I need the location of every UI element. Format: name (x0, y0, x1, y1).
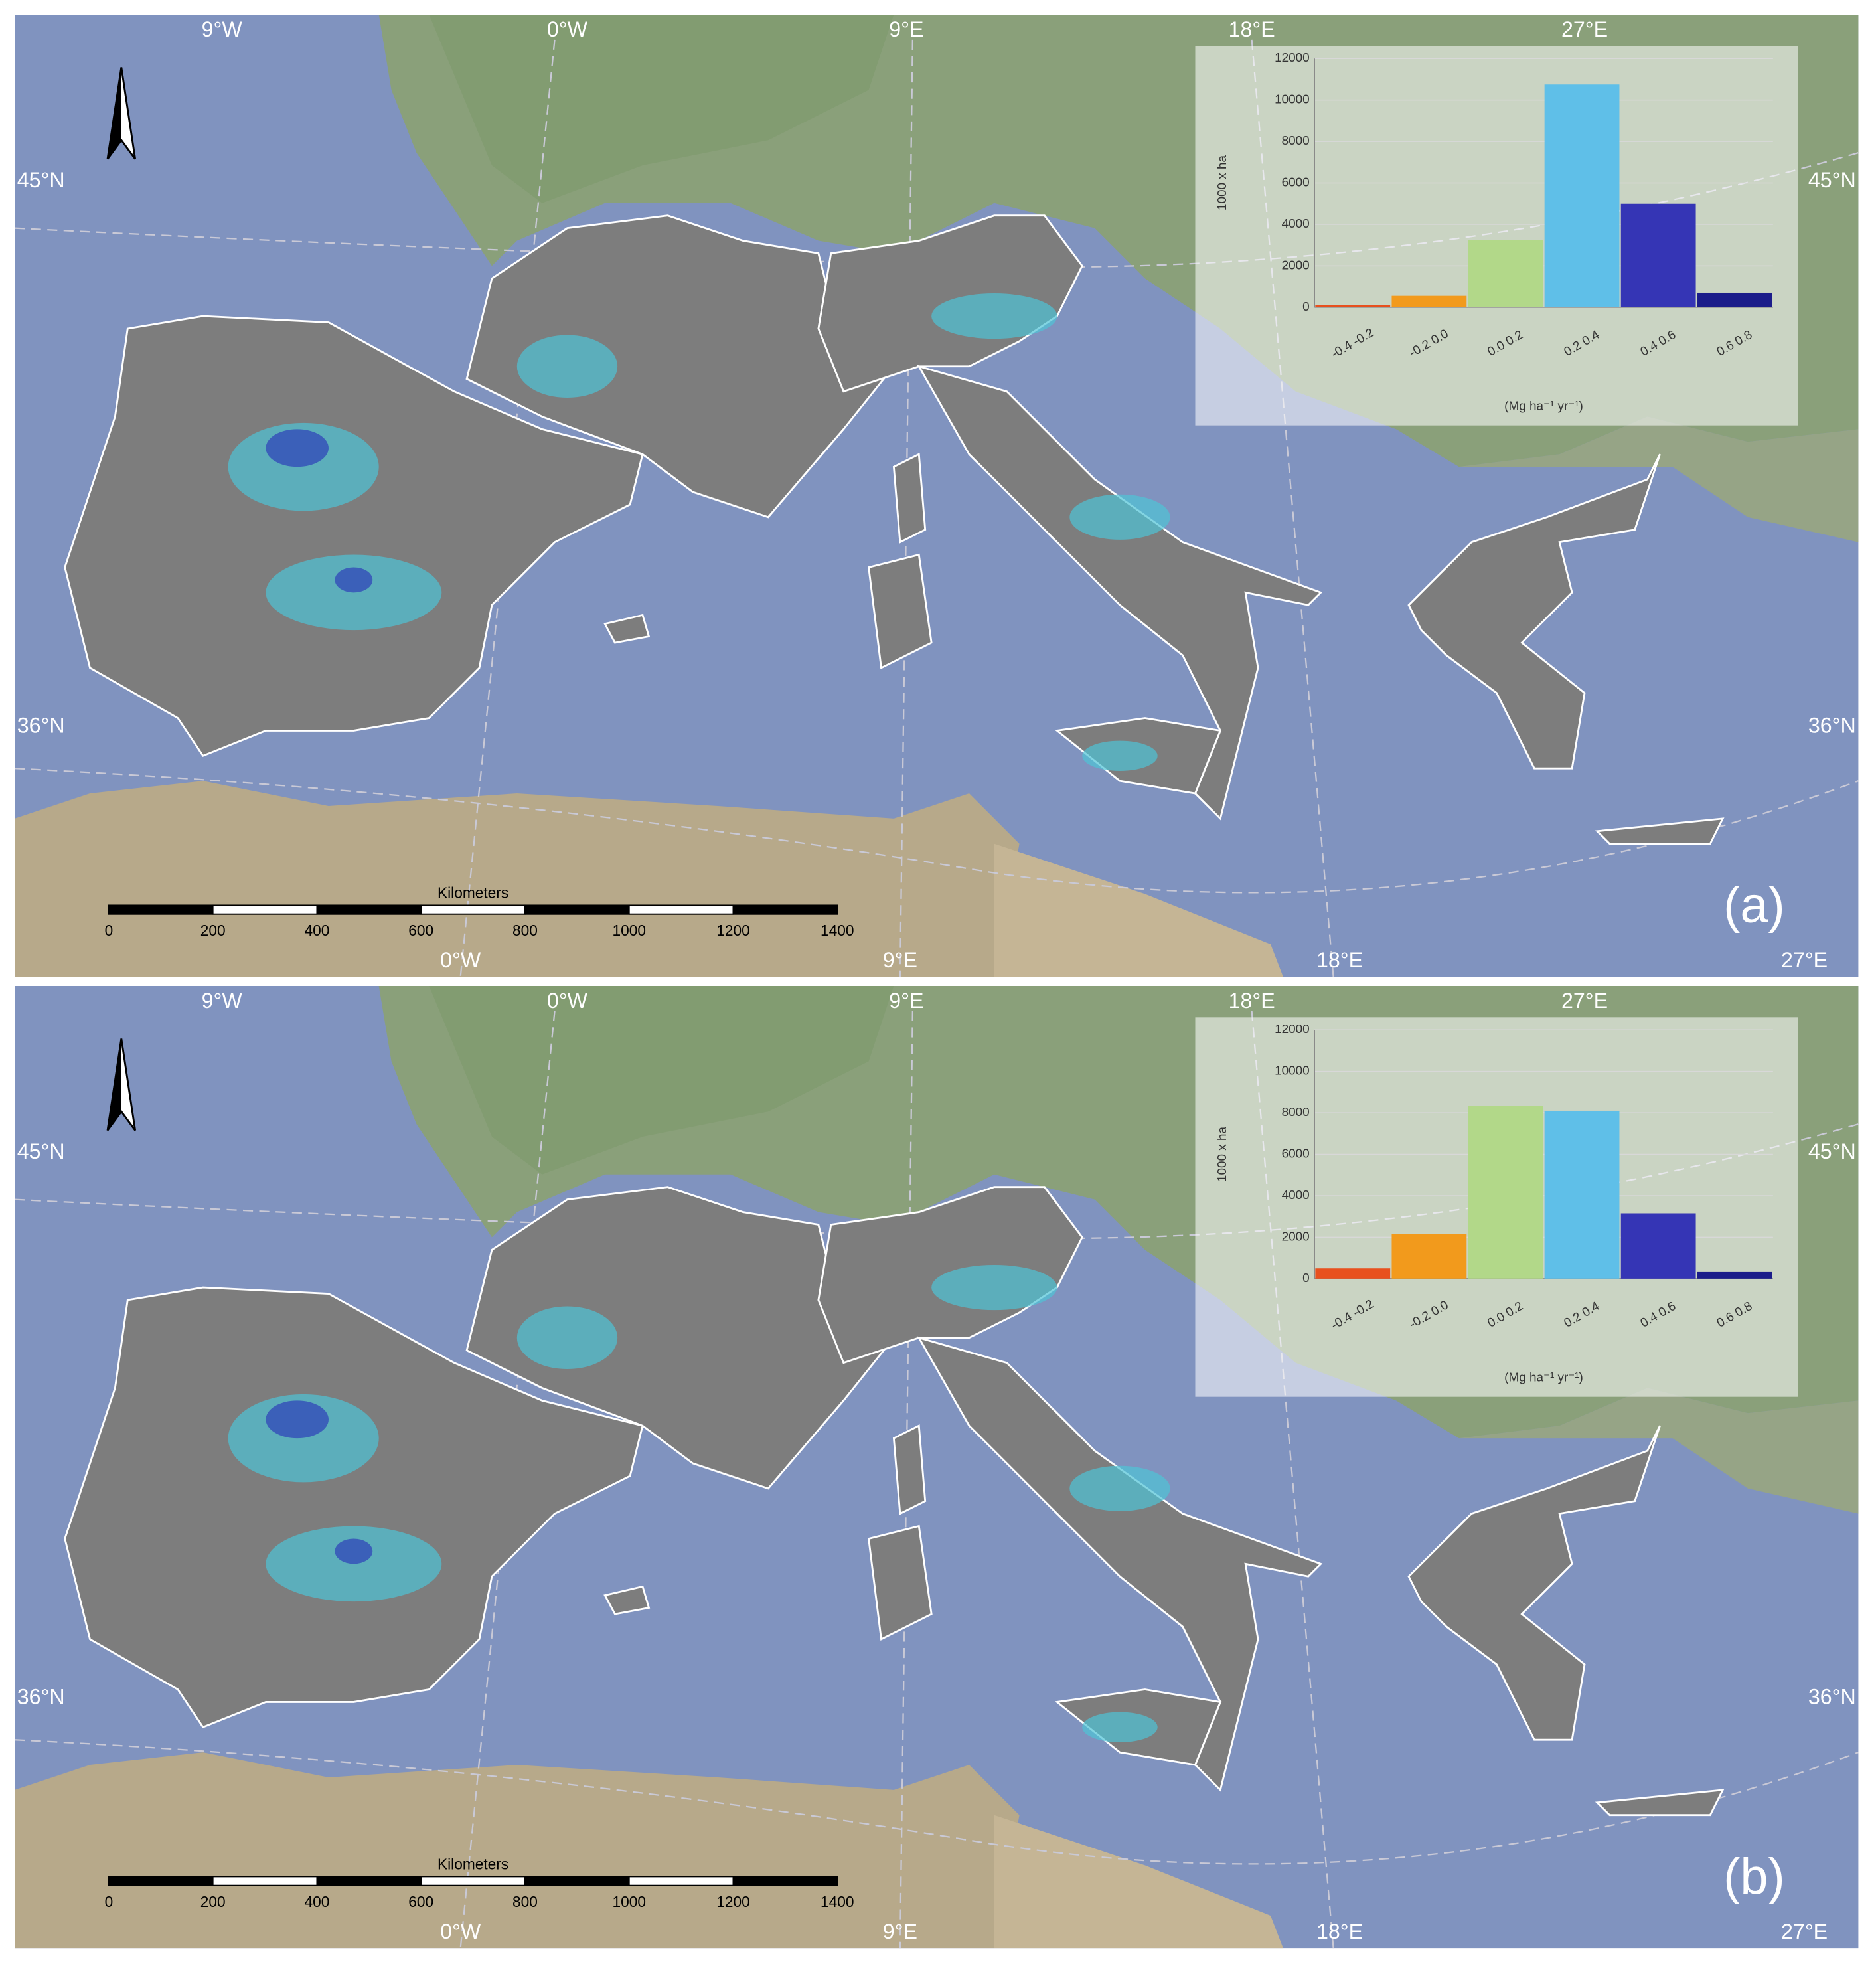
bar (1315, 305, 1391, 307)
longitude-label: 9°E (883, 1920, 917, 1943)
longitude-label: 18°E (1316, 948, 1363, 972)
scale-bar-segment (316, 1876, 422, 1886)
scale-bar-segment (628, 904, 734, 915)
longitude-label: 0°W (440, 1920, 481, 1943)
x-axis-title: (Mg ha⁻¹ yr⁻¹) (1504, 399, 1583, 413)
scale-bar-label: 1200 (716, 1893, 749, 1910)
scale-bar-label: 0 (105, 1893, 114, 1910)
scale-bar-segment (108, 904, 214, 915)
latitude-label: 36°N (17, 1684, 65, 1708)
scale-bar-segment (524, 904, 630, 915)
scale-bar-segment (628, 1876, 734, 1886)
latitude-label: 36°N (1808, 713, 1856, 737)
scale-bar-segment (212, 1876, 318, 1886)
scale-bar-segment (524, 1876, 630, 1886)
scale-bar-label: 800 (512, 1893, 538, 1910)
scale-bar-label: 200 (200, 922, 226, 939)
y-tick-label: 4000 (1282, 217, 1310, 231)
latitude-label: 45°N (17, 1139, 65, 1163)
bar (1468, 240, 1543, 307)
scale-bar-label: 1000 (612, 1893, 645, 1910)
bar (1544, 1110, 1620, 1279)
y-axis-title: 1000 x ha (1215, 155, 1229, 211)
scale-bar-label: 600 (408, 1893, 433, 1910)
longitude-label: 9°E (883, 948, 917, 972)
map-panel: 9°W 0°W 9°E 18°E 27°E 0°W 9°E 18°E 27°E 45°N 36°N 4… (15, 15, 1859, 977)
scale-bar-segment (420, 1876, 526, 1886)
bar (1391, 1234, 1467, 1279)
scale-bar-label: 400 (305, 922, 330, 939)
longitude-label: 27°E (1781, 1920, 1828, 1943)
bar (1544, 84, 1620, 307)
longitude-label: 18°E (1229, 17, 1275, 41)
scale-bar-label: 600 (408, 922, 433, 939)
scale-bar-label: 1200 (716, 922, 749, 939)
latitude-label: 45°N (1808, 1139, 1856, 1163)
panel-label: (b) (1723, 1848, 1784, 1905)
bar (1697, 1271, 1772, 1279)
longitude-label: 9°W (202, 17, 243, 41)
y-tick-label: 6000 (1282, 176, 1310, 190)
scale-bar-segment (420, 904, 526, 915)
latitude-label: 36°N (1808, 1684, 1856, 1708)
map-panel: 9°W 0°W 9°E 18°E 27°E 0°W 9°E 18°E 27°E 45°N 36°N 4… (15, 986, 1859, 1949)
bar (1620, 1213, 1696, 1279)
longitude-label: 0°W (547, 989, 588, 1013)
scale-bar-label: 400 (305, 1893, 330, 1910)
x-axis-title: (Mg ha⁻¹ yr⁻¹) (1504, 1370, 1583, 1384)
panel-label: (a) (1723, 877, 1784, 934)
longitude-label: 27°E (1561, 17, 1608, 41)
longitude-label: 18°E (1316, 1920, 1363, 1943)
y-tick-label: 2000 (1282, 1230, 1310, 1244)
scale-bar-label: 1000 (612, 922, 645, 939)
scale-bar-title: Kilometers (437, 884, 508, 901)
bar (1315, 1268, 1391, 1279)
y-tick-label: 4000 (1282, 1189, 1310, 1202)
longitude-label: 27°E (1781, 948, 1828, 972)
y-tick-label: 8000 (1282, 1106, 1310, 1119)
y-tick-label: 0 (1302, 1272, 1310, 1285)
y-tick-label: 6000 (1282, 1147, 1310, 1161)
scale-bar-label: 0 (105, 922, 114, 939)
bar (1697, 292, 1772, 307)
longitude-label: 0°W (440, 948, 481, 972)
longitude-label: 9°W (202, 989, 243, 1013)
y-tick-label: 12000 (1275, 51, 1310, 65)
y-tick-label: 8000 (1282, 134, 1310, 148)
scale-bar-label: 800 (512, 922, 538, 939)
scale-bar-title: Kilometers (437, 1855, 508, 1872)
longitude-label: 9°E (889, 17, 923, 41)
y-tick-label: 0 (1302, 300, 1310, 314)
scale-bar-segment (732, 904, 838, 915)
bar (1468, 1106, 1543, 1279)
scale-bar-segment (316, 904, 422, 915)
y-tick-label: 2000 (1282, 258, 1310, 272)
latitude-label: 45°N (1808, 168, 1856, 192)
longitude-label: 18°E (1229, 989, 1275, 1013)
longitude-label: 9°E (889, 989, 923, 1013)
latitude-label: 36°N (17, 713, 65, 737)
scale-bar-segment (212, 904, 318, 915)
y-axis-title: 1000 x ha (1215, 1127, 1229, 1183)
longitude-label: 27°E (1561, 989, 1608, 1013)
scale-bar-label: 1400 (821, 1893, 854, 1910)
chart-background (1195, 46, 1798, 426)
scale-bar-segment (108, 1876, 214, 1886)
y-tick-label: 10000 (1275, 1064, 1310, 1078)
bar (1620, 203, 1696, 307)
north-arrow-shade (108, 1038, 121, 1131)
bar (1391, 295, 1467, 307)
longitude-label: 0°W (547, 17, 588, 41)
y-tick-label: 10000 (1275, 93, 1310, 107)
scale-bar-segment (732, 1876, 838, 1886)
latitude-label: 45°N (17, 168, 65, 192)
scale-bar-label: 200 (200, 1893, 226, 1910)
scale-bar-label: 1400 (821, 922, 854, 939)
y-tick-label: 12000 (1275, 1023, 1310, 1036)
